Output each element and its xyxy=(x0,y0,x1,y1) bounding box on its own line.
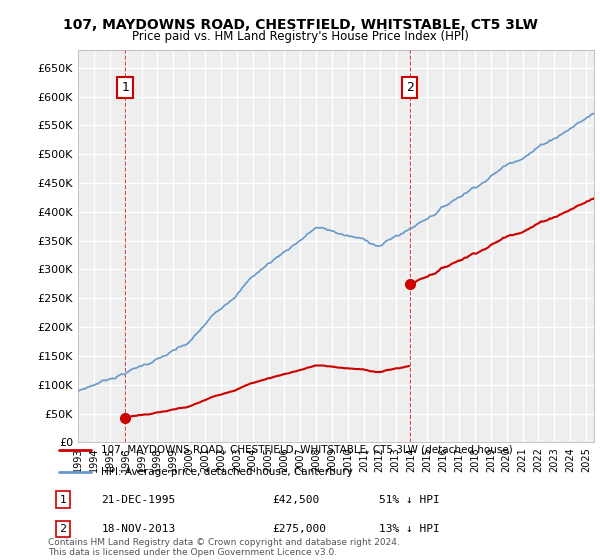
Text: Contains HM Land Registry data © Crown copyright and database right 2024.
This d: Contains HM Land Registry data © Crown c… xyxy=(48,538,400,557)
Text: £275,000: £275,000 xyxy=(272,524,326,534)
Text: 1: 1 xyxy=(59,494,67,505)
Text: 2: 2 xyxy=(59,524,67,534)
Text: 18-NOV-2013: 18-NOV-2013 xyxy=(101,524,176,534)
Text: £42,500: £42,500 xyxy=(272,494,320,505)
Text: 51% ↓ HPI: 51% ↓ HPI xyxy=(379,494,440,505)
Text: 2: 2 xyxy=(406,81,413,94)
Text: Price paid vs. HM Land Registry's House Price Index (HPI): Price paid vs. HM Land Registry's House … xyxy=(131,30,469,43)
Text: HPI: Average price, detached house, Canterbury: HPI: Average price, detached house, Cant… xyxy=(101,467,353,477)
Text: 107, MAYDOWNS ROAD, CHESTFIELD, WHITSTABLE, CT5 3LW (detached house): 107, MAYDOWNS ROAD, CHESTFIELD, WHITSTAB… xyxy=(101,445,513,455)
Text: 107, MAYDOWNS ROAD, CHESTFIELD, WHITSTABLE, CT5 3LW: 107, MAYDOWNS ROAD, CHESTFIELD, WHITSTAB… xyxy=(62,18,538,32)
Text: 1: 1 xyxy=(121,81,129,94)
Text: 13% ↓ HPI: 13% ↓ HPI xyxy=(379,524,440,534)
Text: 21-DEC-1995: 21-DEC-1995 xyxy=(101,494,176,505)
